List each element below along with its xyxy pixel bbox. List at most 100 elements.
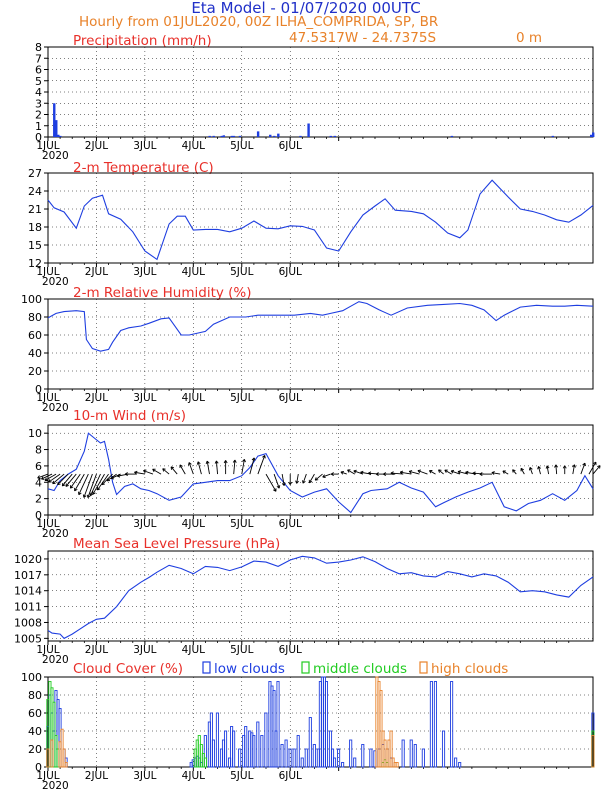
wind-arrow-head	[152, 468, 156, 473]
rh-series-line	[47, 301, 594, 352]
temp-frame	[47, 172, 594, 264]
cloud-frame	[47, 676, 594, 768]
wind-arrow-head	[188, 462, 192, 466]
wind-ytick-label: 4	[35, 476, 42, 489]
wind-arrow-head	[308, 479, 313, 484]
location-coordinates: 47.5317W - 24.7375S	[289, 30, 436, 46]
wind-xtick-label: 4JUL	[182, 518, 205, 530]
wind-arrow-head	[134, 470, 138, 475]
cloud-ytick-label: 60	[28, 707, 42, 720]
wind-arrow	[457, 471, 468, 475]
wind-arrow-head	[41, 476, 45, 480]
low-cloud-bar	[232, 730, 236, 768]
precip-xtick-label: 6JUL	[279, 140, 302, 152]
wind-ytick-label: 10	[28, 427, 42, 440]
wind-arrow	[322, 473, 331, 478]
wind-arrow-head	[472, 471, 476, 476]
wind-arrow	[57, 473, 69, 486]
legend-low-swatch	[202, 661, 211, 674]
wind-arrow-head	[597, 465, 601, 469]
low-cloud-bar	[256, 721, 260, 768]
precip-bar	[208, 135, 211, 137]
mslp-xtick-label: 4JUL	[182, 644, 205, 656]
wind-arrow-head	[179, 464, 183, 468]
wind-arrow-head	[44, 477, 48, 481]
low-cloud-bar	[369, 748, 373, 768]
cloud-xtick-label: 4JUL	[182, 770, 205, 782]
low-cloud-bar	[264, 712, 268, 768]
wind-arrow-head	[57, 481, 61, 486]
rh-ytick-label: 0	[35, 383, 42, 396]
wind-arrow	[74, 473, 85, 492]
wind-arrow	[90, 473, 101, 496]
wind-arrow-head	[116, 473, 121, 478]
wind-arrow-head	[124, 472, 128, 476]
wind-arrow	[41, 473, 53, 480]
precip-ytick-label: 4	[35, 86, 42, 99]
wind-arrow-head	[251, 457, 256, 461]
precip-bar	[232, 135, 236, 137]
low-cloud-bar	[211, 739, 215, 768]
precip-bar	[269, 134, 272, 137]
low-cloud-bar	[308, 717, 312, 768]
precip-bar	[230, 135, 234, 137]
wind-arrow	[143, 470, 154, 475]
precip-bar	[592, 132, 595, 137]
wind-arrow	[92, 473, 105, 495]
precip-ytick-label: 7	[35, 52, 42, 65]
precip-xtick-label: 4JUL	[182, 140, 205, 152]
precip-ytick-label: 0	[35, 131, 42, 144]
low-cloud-bar	[288, 748, 292, 768]
precip-bar	[307, 123, 310, 137]
wind-arrow-head	[457, 470, 462, 474]
temp-xtick-label: 4JUL	[182, 266, 205, 278]
cloud-ytick-label: 100	[21, 671, 42, 684]
low-cloud-bar	[361, 744, 365, 768]
wind-arrow	[580, 462, 586, 475]
wind-arrow	[400, 471, 412, 475]
wind-xtick-label: 5JUL	[230, 518, 253, 530]
wind-arrow	[215, 460, 219, 475]
precip-bar	[57, 134, 60, 137]
wind-arrow	[438, 469, 444, 475]
wind-arrow	[61, 473, 73, 487]
wind-arrow-head	[347, 469, 351, 473]
precip-ytick-label: 5	[35, 75, 42, 88]
cloud-ytick-label: 0	[35, 761, 42, 774]
wind-arrow	[502, 470, 509, 475]
wind-arrow-head	[554, 464, 558, 468]
precip-bar	[589, 134, 593, 137]
rh-year-label: 2020	[42, 402, 69, 414]
legend-high-label: high clouds	[431, 661, 508, 677]
high-cloud-bar	[64, 762, 68, 768]
low-cloud-bar	[349, 739, 353, 768]
temp-ytick-label: 21	[28, 203, 42, 216]
wind-xtick-label: 2JUL	[85, 518, 108, 530]
precip-bar	[222, 135, 226, 137]
rh-xtick-label: 5JUL	[230, 392, 253, 404]
rh-xtick-label: 3JUL	[133, 392, 156, 404]
wind-arrow	[134, 471, 145, 475]
low-cloud-bar	[215, 712, 220, 768]
cloud-ytick-label: 20	[28, 743, 42, 756]
wind-arrow-head	[232, 459, 237, 463]
precip-ytick-label: 6	[35, 64, 42, 77]
cloud-cover-title: Cloud Cover (%)	[73, 661, 183, 677]
pressure-title: Mean Sea Level Pressure (hPa)	[73, 536, 280, 552]
high-cloud-bar	[591, 735, 595, 768]
cloud-xtick-label: 2JUL	[85, 770, 108, 782]
wind-arrow-head	[438, 469, 442, 473]
mslp-panel: 1005 1008 1011 1014 1017 1020 1JUL 2JUL 3JUL 4JUL…	[14, 550, 594, 666]
wind-arrow-head	[214, 460, 219, 464]
wind-ytick-label: 8	[35, 444, 42, 457]
low-cloud-bar	[401, 739, 405, 768]
wind-arrow-head	[65, 483, 69, 487]
precip-bar	[59, 135, 62, 137]
wind-arrow-head	[281, 482, 286, 486]
temp-xtick-label: 3JUL	[133, 266, 156, 278]
wind-arrow	[87, 473, 97, 498]
temp-xtick-label: 2JUL	[85, 266, 108, 278]
legend-mid-swatch	[301, 661, 310, 674]
wind-series-line	[47, 432, 594, 514]
wind-arrow-head	[491, 471, 495, 475]
